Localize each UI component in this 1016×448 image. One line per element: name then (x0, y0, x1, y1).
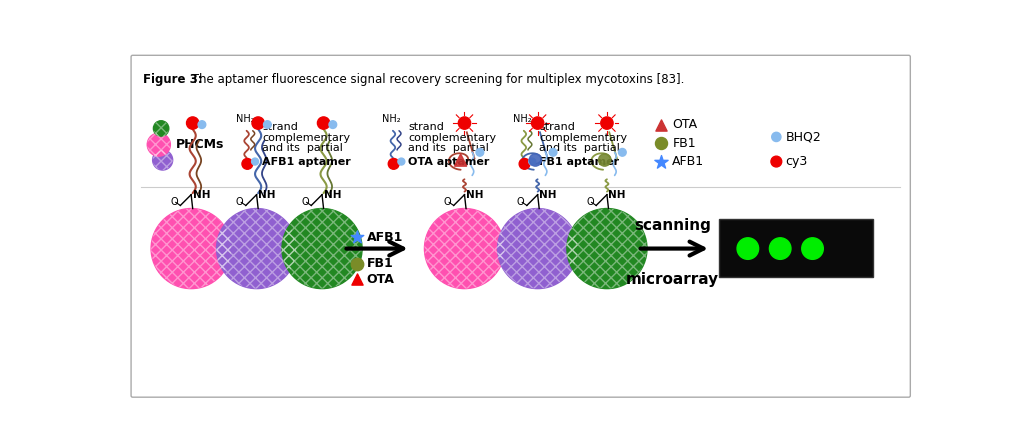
Circle shape (498, 208, 578, 289)
Circle shape (388, 159, 399, 169)
Circle shape (425, 208, 505, 289)
Text: O: O (171, 198, 178, 207)
Text: NH: NH (609, 190, 626, 200)
Circle shape (528, 158, 535, 165)
Polygon shape (454, 154, 466, 166)
Circle shape (252, 117, 264, 129)
Text: NH₂: NH₂ (236, 114, 254, 124)
Circle shape (550, 148, 557, 156)
Text: O: O (444, 198, 451, 207)
Circle shape (529, 154, 542, 166)
Text: complementary: complementary (262, 133, 351, 143)
Text: O: O (302, 198, 309, 207)
Circle shape (477, 148, 484, 156)
Text: FB1 aptamer: FB1 aptamer (539, 156, 620, 167)
Text: O: O (517, 198, 524, 207)
Circle shape (198, 121, 206, 129)
Circle shape (187, 117, 199, 129)
Text: OTA: OTA (673, 118, 698, 131)
Text: scanning: scanning (634, 218, 711, 233)
Text: OTA aptamer: OTA aptamer (408, 156, 490, 167)
Text: NH: NH (193, 190, 210, 200)
Circle shape (772, 132, 781, 142)
Circle shape (531, 117, 544, 129)
Point (350, 276, 366, 283)
Text: O: O (236, 198, 244, 207)
Circle shape (263, 121, 271, 129)
Point (350, 233, 366, 241)
Circle shape (216, 208, 297, 289)
Point (652, 139, 669, 146)
Bar (718, 220, 873, 277)
Circle shape (771, 156, 781, 167)
Circle shape (458, 117, 470, 129)
FancyBboxPatch shape (131, 55, 910, 397)
Circle shape (567, 208, 647, 289)
Text: PHCMs: PHCMs (176, 138, 225, 151)
Circle shape (282, 208, 362, 289)
Circle shape (802, 238, 823, 259)
Text: and its  partial: and its partial (262, 143, 342, 154)
Text: NH₂: NH₂ (513, 114, 531, 124)
Text: AFB1 aptamer: AFB1 aptamer (262, 156, 351, 167)
Circle shape (600, 117, 613, 129)
Text: strand: strand (408, 122, 444, 132)
Circle shape (619, 148, 626, 156)
Text: NH: NH (466, 190, 484, 200)
Circle shape (737, 238, 759, 259)
Circle shape (152, 150, 173, 170)
Point (652, 121, 669, 128)
Circle shape (147, 133, 171, 156)
Circle shape (329, 121, 336, 129)
Circle shape (252, 158, 258, 165)
Circle shape (769, 238, 791, 259)
Circle shape (398, 158, 404, 165)
Text: NH: NH (258, 190, 275, 200)
Point (350, 260, 366, 267)
Text: NH₂: NH₂ (382, 114, 400, 124)
Circle shape (242, 159, 253, 169)
Text: microarray: microarray (626, 272, 719, 287)
Text: complementary: complementary (408, 133, 497, 143)
Text: strand: strand (539, 122, 575, 132)
Text: OTA: OTA (367, 273, 394, 286)
Circle shape (153, 121, 169, 136)
Text: NH: NH (539, 190, 557, 200)
Text: Figure 3:: Figure 3: (143, 73, 203, 86)
Text: NH: NH (323, 190, 341, 200)
Text: cy3: cy3 (785, 155, 808, 168)
Text: BHQ2: BHQ2 (785, 130, 821, 143)
Point (652, 158, 669, 165)
Circle shape (598, 154, 611, 166)
Text: AFB1: AFB1 (367, 231, 403, 244)
Text: complementary: complementary (539, 133, 627, 143)
Circle shape (519, 159, 530, 169)
Circle shape (151, 208, 232, 289)
Text: O: O (586, 198, 593, 207)
Text: and its  partial: and its partial (408, 143, 489, 154)
Text: strand: strand (262, 122, 298, 132)
Text: FB1: FB1 (673, 137, 696, 150)
Circle shape (317, 117, 330, 129)
Text: and its  partial: and its partial (539, 143, 620, 154)
Text: The aptamer fluorescence signal recovery screening for multiplex mycotoxins [83]: The aptamer fluorescence signal recovery… (188, 73, 685, 86)
Text: AFB1: AFB1 (673, 155, 704, 168)
Text: FB1: FB1 (367, 258, 393, 271)
